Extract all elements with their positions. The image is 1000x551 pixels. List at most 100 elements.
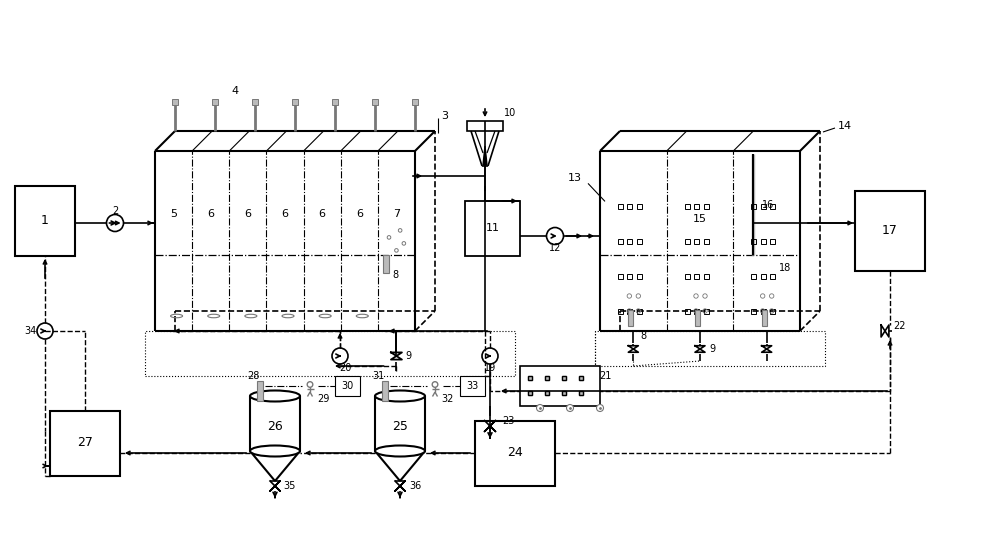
Text: 15: 15 [693, 214, 707, 224]
Circle shape [566, 404, 574, 412]
Bar [694, 203, 699, 208]
Bar [627, 273, 632, 278]
Text: 6: 6 [207, 209, 214, 219]
Bar [15, 186, 75, 256]
Text: 16: 16 [762, 200, 774, 210]
Text: 11: 11 [486, 223, 500, 233]
Bar [637, 239, 642, 244]
Bar [704, 273, 709, 278]
Bar [637, 203, 642, 208]
Bar [704, 203, 709, 208]
Text: 26: 26 [267, 419, 283, 433]
Bar [855, 191, 925, 271]
Ellipse shape [250, 446, 300, 456]
Text: 18: 18 [779, 263, 791, 273]
Bar [332, 99, 338, 105]
Bar [751, 309, 756, 314]
Text: 6: 6 [244, 209, 251, 219]
Text: 9: 9 [709, 344, 715, 354]
Bar [684, 239, 690, 244]
Bar [704, 309, 709, 314]
Bar [618, 203, 623, 208]
Text: 19: 19 [484, 363, 496, 373]
Bar [618, 239, 623, 244]
Text: 24: 24 [507, 446, 523, 460]
Text: 6: 6 [356, 209, 363, 219]
Bar [50, 411, 120, 476]
Bar [252, 99, 258, 105]
Bar [372, 99, 378, 105]
Bar [704, 239, 709, 244]
Bar [595, 331, 825, 366]
Text: 4: 4 [231, 86, 239, 96]
Circle shape [536, 404, 544, 412]
Text: 31: 31 [372, 371, 384, 381]
Bar [770, 203, 775, 208]
Text: 29: 29 [317, 394, 329, 404]
Text: 22: 22 [894, 321, 906, 331]
Bar [751, 203, 756, 208]
Text: 32: 32 [442, 394, 454, 404]
Bar [751, 273, 756, 278]
Text: 8: 8 [392, 271, 398, 280]
Bar [460, 376, 485, 396]
Bar [627, 203, 632, 208]
Text: 13: 13 [568, 173, 582, 183]
Text: 6: 6 [319, 209, 326, 219]
Bar [761, 309, 766, 314]
Bar [637, 309, 642, 314]
Text: 23: 23 [502, 416, 514, 426]
Circle shape [596, 404, 604, 412]
Bar [694, 309, 699, 314]
Text: 12: 12 [549, 243, 561, 253]
Text: 27: 27 [77, 436, 93, 450]
Text: 6: 6 [282, 209, 288, 219]
Bar [751, 239, 756, 244]
Text: 33: 33 [466, 381, 479, 391]
Bar [145, 331, 515, 376]
Text: 28: 28 [247, 371, 259, 381]
Bar [257, 381, 263, 401]
Text: 10: 10 [504, 108, 516, 118]
Bar [618, 273, 623, 278]
Text: 25: 25 [392, 419, 408, 433]
Text: 5: 5 [170, 209, 177, 219]
Bar [761, 273, 766, 278]
Bar [627, 239, 632, 244]
Text: 17: 17 [882, 224, 898, 237]
Bar [695, 310, 700, 326]
Polygon shape [483, 146, 487, 165]
Text: 9: 9 [405, 351, 411, 361]
Text: 21: 21 [599, 371, 611, 381]
Text: 36: 36 [409, 481, 421, 491]
Bar [694, 273, 699, 278]
Bar [212, 99, 218, 105]
Bar [467, 121, 503, 131]
Text: 14: 14 [838, 121, 852, 131]
Bar [684, 203, 690, 208]
Bar [618, 309, 623, 314]
Bar [684, 273, 690, 278]
Bar [520, 366, 600, 406]
Bar [627, 309, 632, 314]
Bar [172, 99, 178, 105]
Bar [770, 239, 775, 244]
Bar [465, 201, 520, 256]
Bar [383, 256, 389, 273]
Text: 20: 20 [339, 363, 351, 373]
Text: 1: 1 [41, 214, 49, 228]
Bar [684, 309, 690, 314]
Bar [770, 309, 775, 314]
Bar [694, 239, 699, 244]
Bar [770, 273, 775, 278]
Text: 7: 7 [393, 209, 400, 219]
Bar [761, 203, 766, 208]
Text: 30: 30 [341, 381, 354, 391]
Bar [628, 310, 633, 326]
Text: 34: 34 [24, 326, 36, 336]
Text: 3: 3 [442, 111, 448, 121]
Ellipse shape [375, 446, 425, 456]
Text: 2: 2 [112, 206, 118, 216]
Text: 8: 8 [640, 331, 646, 341]
Bar [761, 239, 766, 244]
